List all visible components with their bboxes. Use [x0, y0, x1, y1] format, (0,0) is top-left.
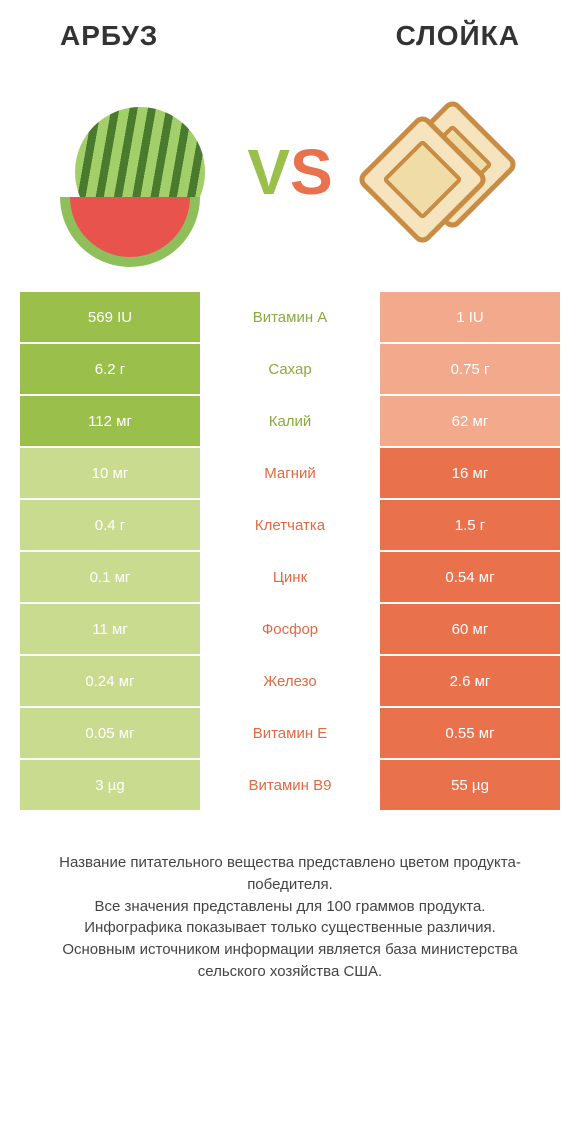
vs-v: V — [247, 136, 290, 208]
nutrient-label: Витамин B9 — [200, 760, 380, 810]
footer-line: Все значения представлены для 100 граммо… — [30, 896, 550, 918]
right-food-title: Слойка — [396, 20, 520, 52]
footer-note: Название питательного вещества представл… — [0, 812, 580, 983]
footer-line: Основным источником информации является … — [30, 939, 550, 983]
right-value: 1 IU — [380, 292, 560, 342]
footer-line: Инфографика показывает только существенн… — [30, 917, 550, 939]
nutrient-label: Витамин E — [200, 708, 380, 758]
right-value: 0.54 мг — [380, 552, 560, 602]
nutrient-label: Витамин A — [200, 292, 380, 342]
table-row: 3 µgВитамин B955 µg — [20, 760, 560, 812]
vs-label: VS — [247, 135, 332, 209]
table-row: 10 мгМагний16 мг — [20, 448, 560, 500]
vs-s: S — [290, 136, 333, 208]
pastry-image — [350, 82, 530, 262]
right-value: 0.55 мг — [380, 708, 560, 758]
left-value: 11 мг — [20, 604, 200, 654]
nutrient-label: Фосфор — [200, 604, 380, 654]
nutrient-label: Железо — [200, 656, 380, 706]
table-row: 6.2 гСахар0.75 г — [20, 344, 560, 396]
right-value: 2.6 мг — [380, 656, 560, 706]
right-value: 55 µg — [380, 760, 560, 810]
nutrient-label: Калий — [200, 396, 380, 446]
nutrient-label: Магний — [200, 448, 380, 498]
table-row: 0.4 гКлетчатка1.5 г — [20, 500, 560, 552]
left-food-title: Арбуз — [60, 20, 158, 52]
left-value: 569 IU — [20, 292, 200, 342]
right-value: 0.75 г — [380, 344, 560, 394]
nutrient-label: Сахар — [200, 344, 380, 394]
nutrient-label: Цинк — [200, 552, 380, 602]
left-value: 112 мг — [20, 396, 200, 446]
left-value: 10 мг — [20, 448, 200, 498]
left-value: 0.05 мг — [20, 708, 200, 758]
footer-line: Название питательного вещества представл… — [30, 852, 550, 896]
right-value: 1.5 г — [380, 500, 560, 550]
left-value: 3 µg — [20, 760, 200, 810]
right-value: 16 мг — [380, 448, 560, 498]
nutrient-table: 569 IUВитамин A1 IU6.2 гСахар0.75 г112 м… — [0, 292, 580, 812]
table-row: 569 IUВитамин A1 IU — [20, 292, 560, 344]
right-value: 62 мг — [380, 396, 560, 446]
header: Арбуз Слойка — [0, 0, 580, 62]
images-row: VS — [0, 62, 580, 292]
table-row: 0.1 мгЦинк0.54 мг — [20, 552, 560, 604]
table-row: 0.24 мгЖелезо2.6 мг — [20, 656, 560, 708]
left-value: 0.24 мг — [20, 656, 200, 706]
left-value: 0.1 мг — [20, 552, 200, 602]
nutrient-label: Клетчатка — [200, 500, 380, 550]
left-value: 0.4 г — [20, 500, 200, 550]
table-row: 0.05 мгВитамин E0.55 мг — [20, 708, 560, 760]
right-value: 60 мг — [380, 604, 560, 654]
watermelon-image — [50, 82, 230, 262]
table-row: 112 мгКалий62 мг — [20, 396, 560, 448]
table-row: 11 мгФосфор60 мг — [20, 604, 560, 656]
left-value: 6.2 г — [20, 344, 200, 394]
